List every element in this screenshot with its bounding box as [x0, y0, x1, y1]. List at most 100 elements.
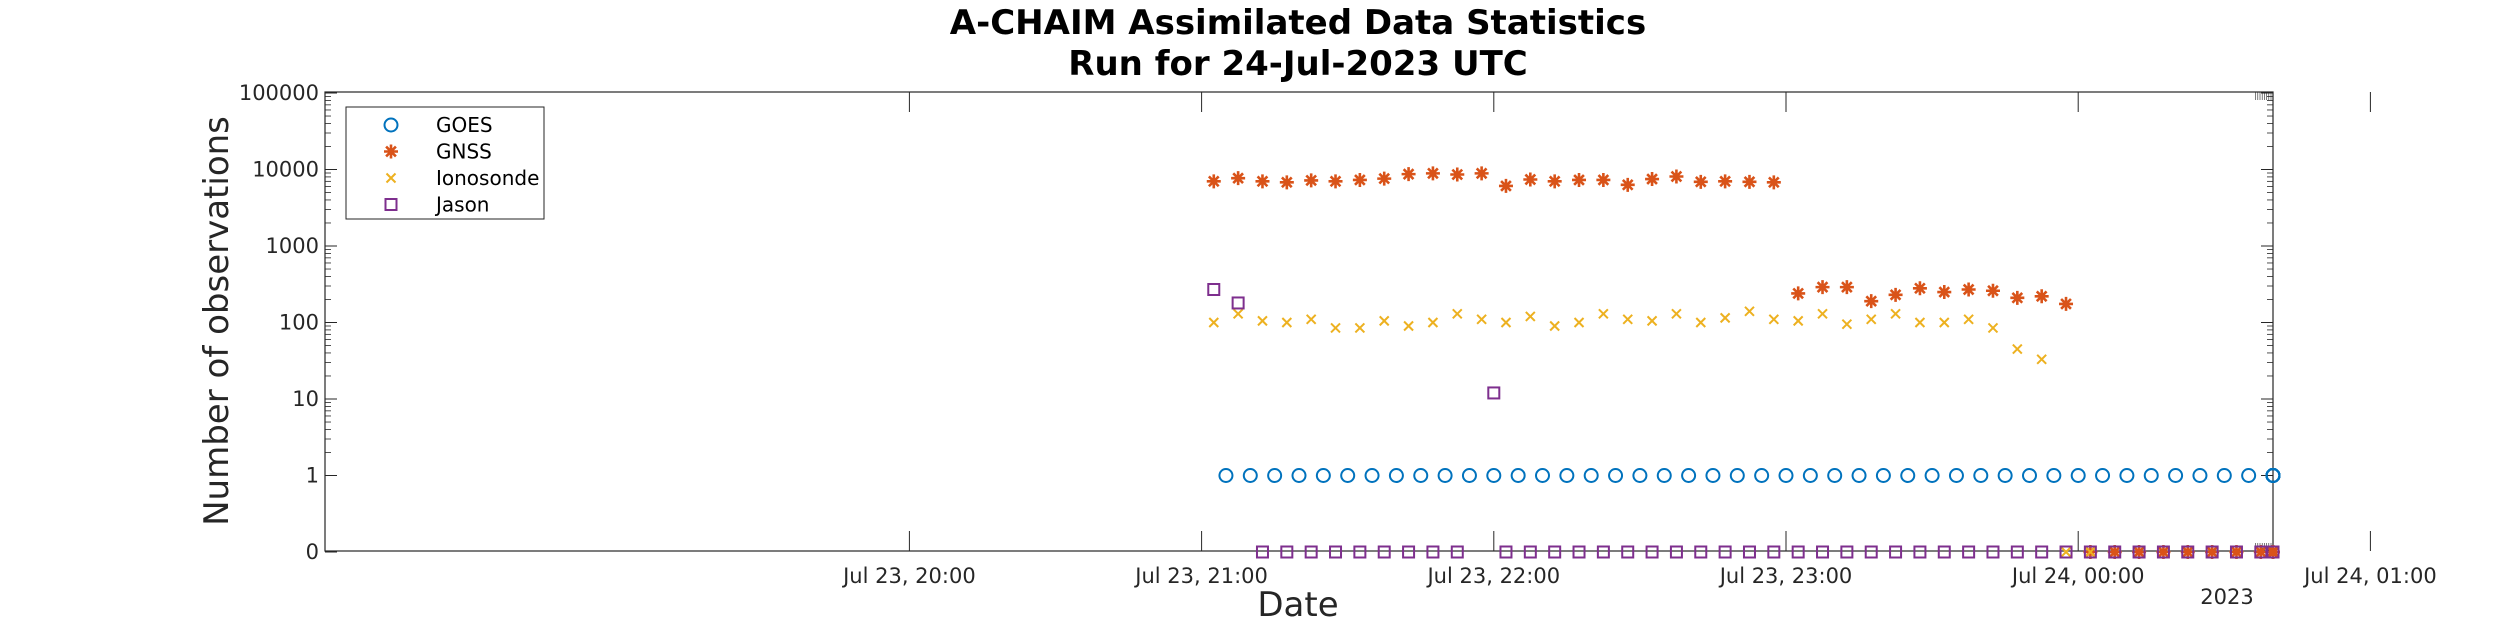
gnss-point	[1279, 175, 1294, 190]
x-tick-label: Jul 23, 20:00	[841, 564, 976, 588]
jason-point	[1280, 545, 1294, 559]
gnss-point	[1304, 173, 1319, 188]
gnss-point	[2229, 545, 2244, 559]
series-gnss	[1206, 166, 2280, 559]
ionosonde-point	[1452, 308, 1463, 319]
gnss-point	[1766, 175, 1781, 190]
goes-point	[2192, 468, 2208, 483]
gnss-point	[1450, 167, 1465, 182]
jason-point	[1937, 545, 1951, 559]
goes-point	[1364, 468, 1380, 483]
y-tick-label: 100	[279, 311, 319, 335]
jason-point	[2010, 545, 2024, 559]
legend-label-goes: GOES	[436, 113, 493, 137]
ionosonde-point	[1768, 314, 1780, 325]
jason-point	[1377, 545, 1391, 559]
gnss-point	[1328, 174, 1343, 189]
ionosonde-point	[1427, 317, 1439, 328]
gnss-point	[1401, 167, 1416, 182]
gnss-point	[2205, 545, 2220, 559]
goes-point	[2143, 468, 2159, 483]
ionosonde-point	[1476, 314, 1487, 325]
ionosonde-point	[1573, 317, 1585, 328]
gnss-point	[2180, 545, 2195, 559]
chart-subtitle: Run for 24-Jul-2023 UTC	[1068, 44, 1527, 84]
ionosonde-point	[1987, 322, 1999, 334]
jason-point	[1694, 545, 1708, 559]
goes-point	[1948, 468, 1964, 483]
jason-point	[1621, 545, 1635, 559]
goes-point	[1461, 468, 1477, 483]
jason-point	[2108, 545, 2122, 559]
ionosonde-point	[1281, 317, 1293, 328]
ionosonde-point	[1695, 317, 1706, 328]
jason-point	[1767, 545, 1781, 559]
goes-point	[1997, 468, 2013, 483]
gnss-point	[1937, 285, 1952, 300]
goes-point	[1802, 468, 1818, 483]
legend-label-ionosonde: Ionosonde	[436, 166, 539, 190]
gnss-point	[1669, 169, 1684, 184]
gnss-point	[2107, 545, 2122, 559]
jason-point	[2266, 545, 2280, 559]
gnss-point	[1985, 283, 2000, 298]
gnss-point	[2266, 545, 2280, 559]
legend-marker-ionosonde	[385, 172, 397, 184]
ionosonde-point	[1817, 308, 1828, 319]
gnss-point	[1572, 172, 1587, 187]
gnss-point	[1474, 166, 1489, 181]
ionosonde-point	[1622, 314, 1633, 325]
x-tick-label: Jul 24, 00:00	[2010, 564, 2145, 588]
goes-point	[1656, 468, 1672, 483]
legend-label-gnss: GNSS	[436, 140, 492, 164]
jason-point	[1426, 545, 1440, 559]
legend-marker-gnss	[384, 144, 398, 159]
goes-point	[1875, 468, 1891, 483]
legend-marker-jason	[384, 198, 398, 211]
ionosonde-point	[1671, 308, 1682, 319]
ionosonde-point	[2085, 546, 2096, 558]
goes-point	[1778, 468, 1794, 483]
gnss-point	[1742, 174, 1757, 189]
goes-point	[1973, 468, 1989, 483]
ionosonde-point	[1330, 322, 1341, 334]
jason-point	[1207, 283, 1221, 297]
ionosonde-point	[1598, 308, 1609, 319]
gnss-point	[2132, 545, 2147, 559]
gnss-point	[2156, 545, 2171, 559]
ionosonde-point	[1719, 312, 1731, 324]
gnss-point	[1206, 174, 1221, 189]
goes-point	[1267, 468, 1283, 483]
chart-title: A-CHAIM Assimilated Data Statistics	[950, 3, 1646, 43]
y-tick-label: 0	[306, 540, 319, 564]
x-tick-label: Jul 24, 01:00	[2302, 564, 2437, 588]
ionosonde-point	[1232, 308, 1244, 319]
jason-point	[1304, 545, 1318, 559]
goes-point	[1510, 468, 1526, 483]
y-axis: 0 1 10 100 1000 10000 100000	[239, 81, 2273, 564]
ionosonde-point	[1403, 320, 1414, 332]
ionosonde-point	[1792, 315, 1804, 327]
goes-point	[2070, 468, 2086, 483]
gnss-point	[1839, 280, 1854, 295]
goes-point	[2022, 468, 2037, 483]
goes-point	[2119, 468, 2135, 483]
jason-point	[1840, 545, 1854, 559]
jason-point	[1596, 545, 1610, 559]
jason-point	[1889, 545, 1903, 559]
jason-point	[1499, 545, 1513, 559]
jason-point	[1742, 545, 1756, 559]
gnss-point	[1425, 166, 1440, 181]
goes-point	[1388, 468, 1404, 483]
ionosonde-point	[1963, 314, 1974, 325]
goes-point	[1900, 468, 1916, 483]
goes-point	[1291, 468, 1307, 483]
x-tick-label: Jul 23, 21:00	[1133, 564, 1268, 588]
goes-point	[1924, 468, 1940, 483]
goes-point	[1754, 468, 1770, 483]
jason-point	[1402, 545, 1416, 559]
gnss-point	[2253, 545, 2268, 559]
data-markers	[1206, 166, 2281, 559]
ionosonde-point	[1257, 315, 1268, 327]
ionosonde-point	[2036, 354, 2047, 365]
